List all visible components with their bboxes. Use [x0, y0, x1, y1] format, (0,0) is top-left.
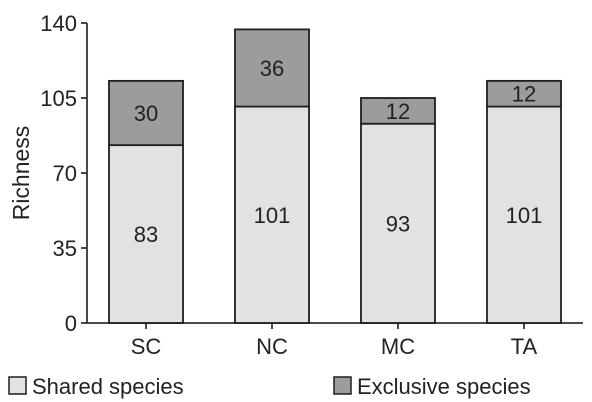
- data-label: 30: [134, 101, 158, 126]
- x-tick-label: SC: [131, 334, 162, 359]
- shared-species-bar: [108, 144, 184, 324]
- x-tick-label: MC: [381, 334, 415, 359]
- x-tick-label: TA: [511, 334, 538, 359]
- shared-species-bar: [234, 105, 310, 324]
- legend-item: Shared species: [8, 374, 184, 399]
- legend-label: Exclusive species: [357, 374, 531, 399]
- y-tick-label: 35: [53, 236, 77, 261]
- exclusive-species-bar: [360, 97, 436, 125]
- legend-swatch: [8, 376, 27, 395]
- y-tick-label: 0: [65, 311, 77, 336]
- data-label: 93: [386, 211, 410, 236]
- shared-species-bar: [360, 122, 436, 324]
- exclusive-species-bar: [108, 79, 184, 147]
- legend-label: Shared species: [32, 374, 184, 399]
- exclusive-species-bar: [486, 79, 562, 108]
- exclusive-species-bar: [234, 28, 310, 108]
- y-tick-label: 70: [53, 161, 77, 186]
- data-label: 36: [260, 56, 284, 81]
- y-tick-label: 140: [40, 11, 77, 36]
- legend-item: Exclusive species: [333, 374, 531, 399]
- x-tick-label: NC: [256, 334, 288, 359]
- data-label: 101: [254, 203, 291, 228]
- data-label: 101: [506, 203, 543, 228]
- y-tick-label: 105: [40, 86, 77, 111]
- data-label: 12: [512, 82, 536, 107]
- data-label: 12: [386, 99, 410, 124]
- data-label: 83: [134, 222, 158, 247]
- y-axis-title: Richness: [8, 126, 34, 221]
- legend-swatch: [333, 376, 352, 395]
